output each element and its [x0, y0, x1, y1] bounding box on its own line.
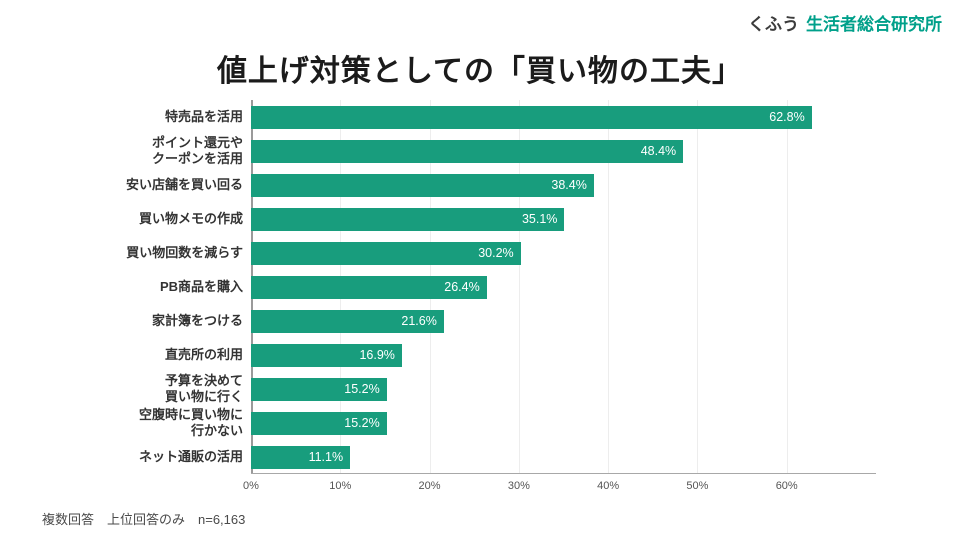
bar-value-label: 15.2% — [344, 382, 380, 396]
bar-value-label: 15.2% — [344, 416, 380, 430]
gridline — [518, 100, 520, 473]
bar-value-label: 48.4% — [640, 144, 677, 158]
bar: 38.4% — [251, 173, 594, 197]
x-tick-label: 20% — [418, 480, 441, 492]
bar-value-label: 21.6% — [401, 314, 437, 328]
bar-chart: 特売品を活用 62.8% ポイント還元や クーポンを活用 48.4% 安い店舗を買い回る… — [30, 100, 876, 492]
bar-track: 62.8% — [251, 105, 876, 129]
chart-title: 値上げ対策としての「買い物の工夫」 — [216, 55, 744, 88]
chart-row: PB商品を購入 26.4% — [30, 270, 876, 304]
bar-track: 16.9% — [251, 343, 876, 367]
gridline — [786, 100, 788, 473]
brand-logo-name: 生活者総合研究所 — [806, 15, 942, 34]
category-label: 安い店舗を買い回る — [125, 176, 243, 192]
category-label: 買い物回数を減らす — [126, 244, 243, 260]
x-tick-label: 30% — [507, 480, 530, 492]
brand-logo-prefix: くふう — [748, 15, 799, 34]
chart-row: 特売品を活用 62.8% — [30, 100, 876, 134]
bar-value-label: 35.1% — [521, 212, 558, 226]
bar: 16.9% — [251, 343, 402, 367]
category-label: 空腹時に買い物に 行かない — [138, 406, 243, 438]
brand-logo: くふう 生活者総合研究所 — [748, 10, 942, 35]
category-label: 買い物メモの作成 — [138, 210, 243, 226]
bar-track: 15.2% — [251, 377, 876, 401]
category-label: PB商品を購入 — [159, 278, 243, 294]
bar-value-label: 38.4% — [551, 178, 587, 192]
gridline — [697, 100, 699, 473]
chart-row: 直売所の利用 16.9% — [30, 338, 876, 372]
category-label: ネット通販の活用 — [138, 448, 243, 464]
bar-value-label: 62.8% — [769, 110, 805, 124]
bar: 30.2% — [251, 241, 521, 265]
bar: 26.4% — [251, 275, 487, 299]
bar-track: 48.4% — [251, 139, 876, 163]
x-tick-label: 40% — [597, 480, 620, 492]
chart-row: 空腹時に買い物に 行かない 15.2% — [30, 406, 876, 440]
bar: 62.8% — [251, 105, 812, 129]
category-label: 直売所の利用 — [164, 346, 243, 362]
footnote: 複数回答 上位回答のみ n=6,163 — [42, 512, 246, 527]
bar: 48.4% — [251, 139, 684, 163]
x-tick-label: 50% — [686, 480, 709, 492]
x-tick-label: 10% — [329, 480, 352, 492]
category-label: 特売品を活用 — [164, 108, 243, 124]
x-axis: 0% 10% 20% 30% 40% 50% 60% — [243, 480, 876, 498]
chart-rows: 特売品を活用 62.8% ポイント還元や クーポンを活用 48.4% 安い店舗を買い回る… — [30, 100, 876, 474]
bar-track: 38.4% — [251, 173, 876, 197]
chart-row: 買い物メモの作成 35.1% — [30, 202, 876, 236]
bar: 11.1% — [251, 445, 351, 469]
bar-track: 15.2% — [251, 411, 876, 435]
bar-track: 21.6% — [251, 309, 876, 333]
bar: 15.2% — [251, 377, 387, 401]
category-label: 予算を決めて 買い物に行く — [164, 372, 243, 404]
bar: 15.2% — [251, 411, 387, 435]
bar-track: 26.4% — [251, 275, 876, 299]
bar-value-label: 30.2% — [478, 246, 514, 260]
bar: 21.6% — [251, 309, 444, 333]
x-tick-label: 0% — [243, 480, 259, 492]
category-label: ポイント還元や クーポンを活用 — [151, 134, 243, 166]
chart-row: 安い店舗を買い回る 38.4% — [30, 168, 876, 202]
gridline — [608, 100, 610, 473]
chart-row: ネット通販の活用 11.1% — [30, 440, 876, 474]
bar-track: 35.1% — [251, 207, 876, 231]
chart-row: ポイント還元や クーポンを活用 48.4% — [30, 134, 876, 168]
x-tick-label: 60% — [775, 480, 798, 492]
bar-value-label: 26.4% — [444, 280, 480, 294]
bar-track: 11.1% — [251, 445, 876, 469]
chart-row: 予算を決めて 買い物に行く 15.2% — [30, 372, 876, 406]
chart-row: 買い物回数を減らす 30.2% — [30, 236, 876, 270]
bar: 35.1% — [251, 207, 565, 231]
bar-track: 30.2% — [251, 241, 876, 265]
bar-value-label: 11.1% — [308, 450, 344, 464]
bar-value-label: 16.9% — [359, 348, 395, 362]
chart-row: 家計簿をつける 21.6% — [30, 304, 876, 338]
category-label: 家計簿をつける — [151, 312, 243, 328]
